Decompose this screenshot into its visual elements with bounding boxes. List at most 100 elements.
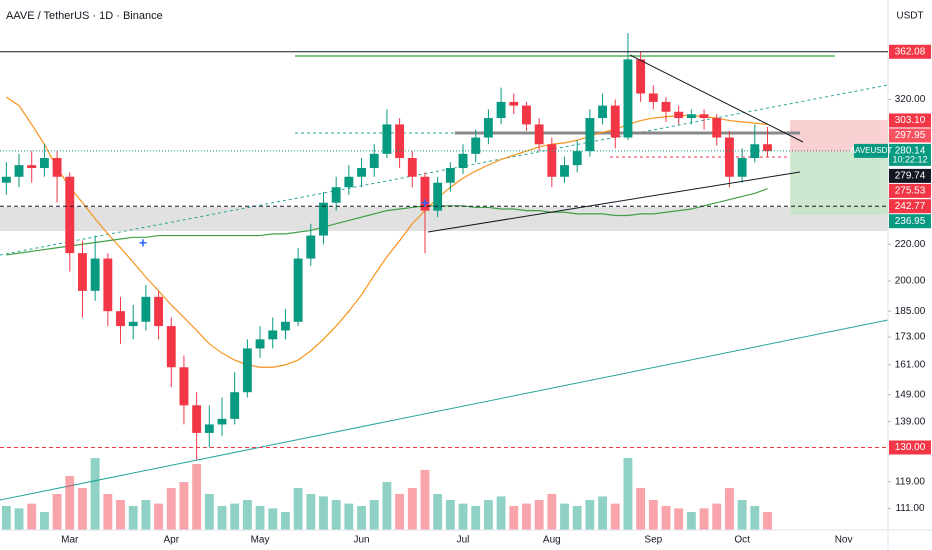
x-tick-label: May (251, 535, 270, 546)
trend-line (0, 319, 889, 501)
volume-bar (471, 506, 481, 530)
volume-bar (598, 496, 608, 530)
candle-body (661, 101, 671, 112)
candle-body (598, 105, 608, 119)
candle-body (217, 418, 227, 425)
candle-body (293, 258, 303, 322)
volume-bar (763, 512, 772, 530)
volume-bar (293, 488, 303, 530)
volume-bar (192, 464, 202, 530)
candle-body (166, 326, 176, 368)
plot (1, 33, 772, 530)
volume-bar (116, 500, 125, 530)
candle-body (534, 124, 544, 145)
volume-bar (204, 494, 214, 530)
candle-body (737, 158, 747, 177)
candle-body (750, 144, 760, 159)
symbol-tag (854, 143, 888, 158)
volume-bar (445, 500, 455, 530)
volume-bar (319, 496, 328, 530)
volume-bar (483, 500, 493, 530)
volume-bar (369, 500, 379, 530)
support-zone (0, 207, 888, 231)
volume-bar (230, 503, 240, 530)
candle-body (90, 258, 100, 291)
price-tag-label: 242.77 (895, 201, 926, 212)
candle-body (141, 296, 151, 322)
price-tag-label: 236.95 (895, 216, 926, 227)
candle-body (369, 153, 379, 169)
candle-body (128, 321, 138, 327)
candle-body (547, 144, 557, 177)
volume-bar (382, 482, 392, 530)
volume-bar (39, 512, 49, 530)
candle-body (636, 59, 646, 94)
volume-bar (572, 506, 582, 530)
volume-bar (547, 494, 557, 530)
volume-bar (458, 503, 468, 530)
y-tick-label: 111.00 (895, 503, 925, 514)
candle-body (192, 405, 202, 433)
volume-bar (306, 494, 316, 530)
volume-bar (52, 494, 62, 530)
volume-bar (737, 500, 747, 530)
candle-body (420, 176, 430, 211)
price-tag (889, 214, 931, 229)
volume-bar (268, 508, 278, 530)
candle-body (357, 168, 366, 177)
volume-bar (90, 458, 100, 530)
y-tick-label: 149.00 (895, 389, 926, 400)
candle-body (407, 158, 417, 177)
y-tick-label: 173.00 (895, 332, 926, 343)
price-tag-label: 297.95 (895, 130, 926, 141)
volume-bar (103, 494, 113, 530)
candle-body (204, 424, 214, 433)
volume-bar (217, 506, 227, 530)
candle-body (52, 158, 62, 177)
price-tag (889, 128, 931, 143)
volume-bar (27, 503, 37, 530)
candle-body (65, 176, 75, 254)
volume-bar (699, 508, 709, 530)
volume-bar (686, 512, 696, 530)
y-tick-label: 200.00 (895, 276, 926, 287)
volume-bar (14, 508, 24, 530)
moving-average (6, 188, 768, 256)
volume-bar (242, 500, 252, 530)
volume-bar (357, 506, 366, 530)
candle-body (179, 367, 189, 406)
candle-body (331, 187, 341, 203)
volume-bar (280, 512, 290, 530)
candle-body (471, 137, 481, 154)
candle-body (686, 114, 696, 119)
candle-body (395, 124, 405, 159)
price-tag-label: 275.53 (895, 186, 926, 197)
volume-bar (724, 488, 734, 530)
price-axis (888, 0, 932, 550)
candle-body (509, 101, 519, 106)
cross-marker: + (139, 235, 147, 251)
volume-bar (585, 500, 595, 530)
volume-bar (407, 488, 417, 530)
candle-body (268, 330, 278, 340)
volume-bar (154, 503, 164, 530)
candle-body (116, 311, 125, 327)
candle-body (14, 165, 24, 177)
price-tag (889, 199, 931, 214)
candle-body (674, 111, 684, 119)
volume-bar (255, 506, 265, 530)
candle-body (433, 182, 443, 211)
volume-bar (344, 503, 354, 530)
candle-body (280, 321, 290, 331)
candle-body (255, 339, 265, 349)
candle-body (610, 105, 620, 138)
x-tick-label: Jun (353, 535, 369, 546)
x-tick-label: Apr (163, 535, 179, 546)
y-tick-label: 185.00 (895, 306, 926, 317)
candle-body (1, 176, 11, 183)
volume-bar (648, 500, 658, 530)
volume-bar (395, 494, 405, 530)
candle-body (27, 165, 37, 169)
cross-marker: + (421, 195, 429, 211)
